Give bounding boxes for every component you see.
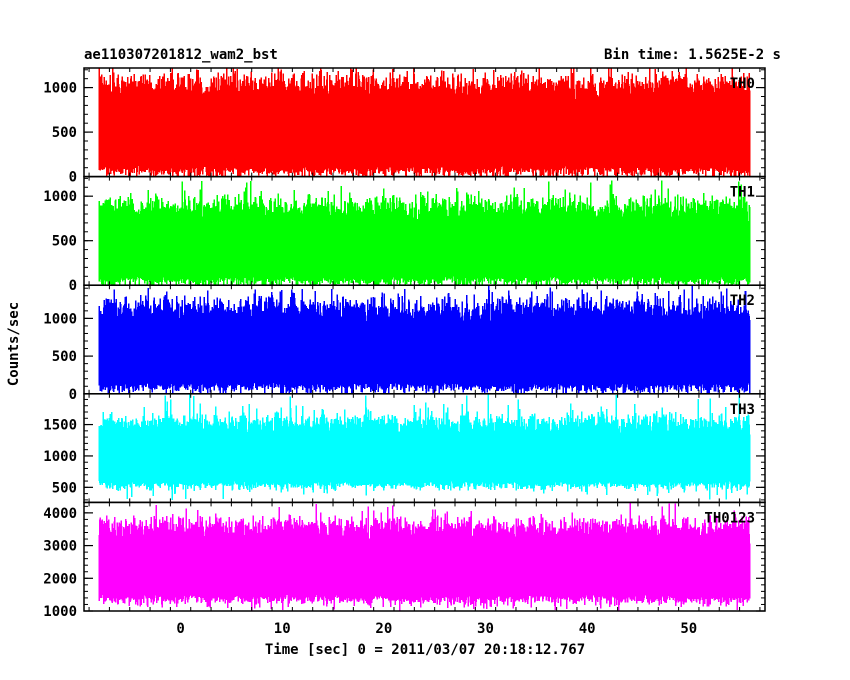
y-tick-label: 3000	[43, 539, 77, 555]
panel-label-th2: TH2	[730, 293, 755, 309]
series-trace-th1	[98, 180, 751, 286]
y-tick-label: 1000	[43, 449, 77, 465]
series-trace-th3	[98, 393, 751, 500]
y-tick-label: 1000	[43, 81, 77, 97]
chart-title-left: ae110307201812_wam2_bst	[84, 47, 278, 63]
panel-label-th1: TH1	[730, 185, 755, 201]
y-tick-label: 0	[69, 278, 77, 294]
y-tick-label: 1000	[43, 189, 77, 205]
panel-label-th3: TH3	[730, 402, 755, 418]
y-tick-label: 1000	[43, 311, 77, 327]
y-tick-label: 2000	[43, 571, 77, 587]
y-tick-label: 0	[69, 170, 77, 186]
x-tick-label: 50	[680, 621, 697, 637]
x-axis-title: Time [sec] 0 = 2011/03/07 20:18:12.767	[265, 642, 585, 658]
x-tick-label: 0	[176, 621, 184, 637]
chart-title-right: Bin time: 1.5625E-2 s	[604, 47, 781, 63]
panel-frame-th0123	[83, 501, 766, 612]
y-axis-title: Counts/sec	[6, 302, 22, 386]
panel-label-th0123: TH0123	[704, 510, 755, 526]
tick-layer	[84, 68, 765, 612]
y-tick-label: 500	[52, 480, 77, 496]
panel-label-th0: TH0	[730, 76, 755, 92]
x-tick-label: 40	[579, 621, 596, 637]
series-trace-th2	[98, 285, 751, 394]
x-tick-label: 30	[477, 621, 494, 637]
trace-layer	[98, 68, 751, 611]
y-tick-label: 0	[69, 387, 77, 403]
frame-layer	[83, 67, 766, 612]
x-tick-label: 20	[375, 621, 392, 637]
y-tick-label: 500	[52, 125, 77, 141]
y-tick-label: 500	[52, 234, 77, 250]
y-tick-label: 1500	[43, 418, 77, 434]
series-trace-th0123	[98, 502, 751, 611]
y-tick-label: 500	[52, 349, 77, 365]
x-tick-label: 10	[274, 621, 291, 637]
series-trace-th0	[98, 68, 751, 177]
y-tick-label: 4000	[43, 506, 77, 522]
y-tick-label: 1000	[43, 604, 77, 620]
